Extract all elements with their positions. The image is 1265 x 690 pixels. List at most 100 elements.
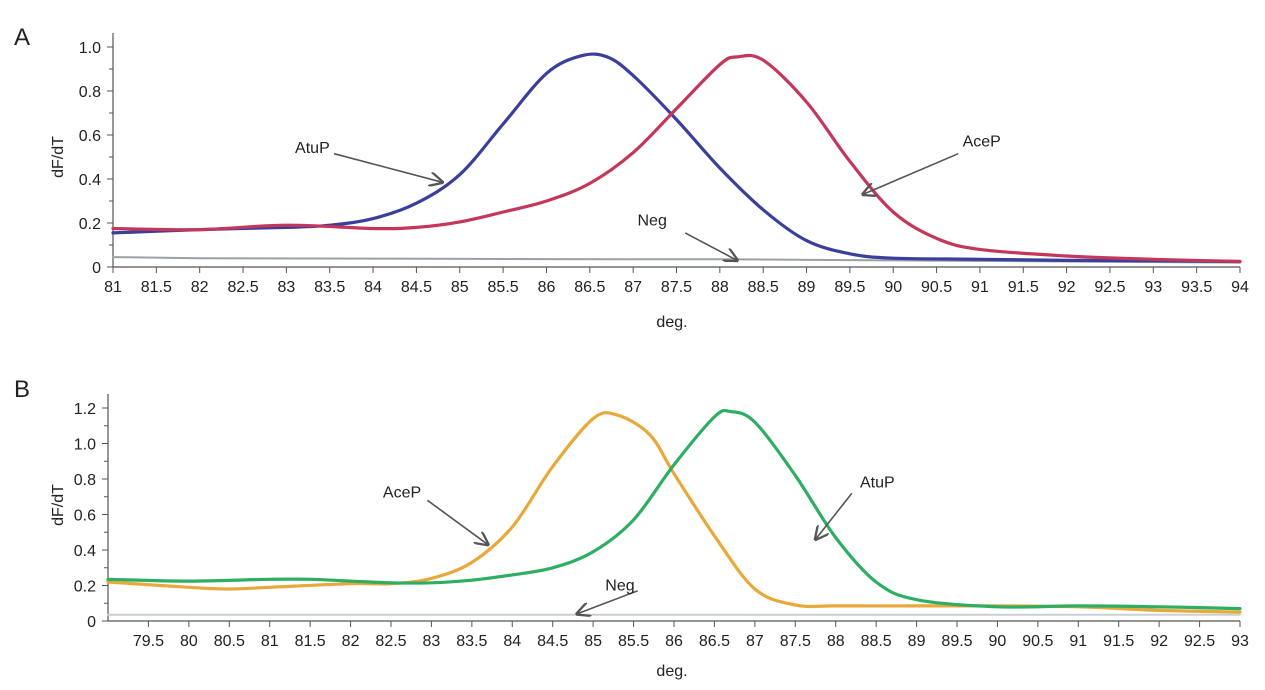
- x-tick-label: 83: [277, 279, 295, 296]
- annotation-label-neg-a: Neg: [637, 213, 666, 230]
- x-tick-label: 93: [1231, 633, 1249, 650]
- x-tick-label: 89: [798, 279, 816, 296]
- x-tick-label: 86: [665, 633, 683, 650]
- x-tick-label: 90: [884, 279, 902, 296]
- x-tick-label: 82.5: [227, 279, 258, 296]
- x-tick-label: 90.5: [921, 279, 952, 296]
- series-line-atup-b: [106, 408, 1242, 611]
- x-tick-label: 81.5: [295, 633, 326, 650]
- x-tick-label: 90: [989, 633, 1007, 650]
- x-tick-label: 84: [503, 633, 521, 650]
- annotation-arrow-acep-a: [863, 152, 959, 195]
- x-tick-label: 86.5: [574, 279, 605, 296]
- series-group-b: [106, 408, 1242, 616]
- x-tick-label: 89: [908, 633, 926, 650]
- x-tick-label: 84.5: [401, 279, 432, 296]
- panel-label-a: A: [14, 24, 30, 51]
- y-tick-label: 0.8: [74, 472, 96, 489]
- x-ticks-b: 79.5 80 80.5 81 81.5 82 82.5 83 83.5 84 84.5 85 85.5…: [133, 621, 1249, 650]
- y-tick-label: 1.0: [79, 40, 101, 57]
- y-tick-label: 0: [87, 614, 96, 631]
- x-tick-label: 93.5: [1181, 279, 1212, 296]
- x-tick-label: 85.5: [618, 633, 649, 650]
- y-tick-label: 0.2: [74, 579, 96, 596]
- annotations-b: AceP AtuP Neg: [383, 475, 895, 614]
- panel-label-b: B: [14, 376, 30, 403]
- x-tick-label: 83: [423, 633, 441, 650]
- x-tick-label: 90.5: [1022, 633, 1053, 650]
- x-tick-label: 88: [711, 279, 729, 296]
- x-tick-label: 89.5: [834, 279, 865, 296]
- x-tick-label: 84: [364, 279, 382, 296]
- panel-b: B dF/dT deg. 79.5 80 80.5 81 81.5 82 82.5 83 83.…: [14, 376, 1249, 680]
- x-tick-label: 82: [191, 279, 209, 296]
- y-ticks-b: 0 0.2 0.4 0.6 0.8 1.0 1.2: [74, 401, 108, 631]
- x-tick-label: 92: [1058, 279, 1076, 296]
- y-tick-label: 0.4: [74, 543, 96, 560]
- annotation-arrow-acep-b: [426, 499, 488, 544]
- series-line-acep-b: [106, 411, 1242, 614]
- annotation-label-acep-b: AceP: [383, 484, 421, 501]
- x-tick-label: 88.5: [861, 633, 892, 650]
- y-tick-label: 1.0: [74, 437, 96, 454]
- x-axis-title-b: deg.: [656, 663, 687, 680]
- y-tick-label: 0: [92, 260, 101, 277]
- x-tick-label: 80.5: [214, 633, 245, 650]
- x-tick-label: 89.5: [941, 633, 972, 650]
- series-group-a: [111, 52, 1242, 264]
- y-tick-label: 0.2: [79, 216, 101, 233]
- series-line-atup-a: [111, 52, 1242, 264]
- x-tick-label: 80: [180, 633, 198, 650]
- annotation-label-atup-b: AtuP: [860, 475, 895, 492]
- x-tick-label: 92: [1150, 633, 1168, 650]
- x-tick-label: 87: [624, 279, 642, 296]
- x-tick-label: 87.5: [780, 633, 811, 650]
- x-tick-label: 85.5: [488, 279, 519, 296]
- x-axis-title-a: deg.: [656, 314, 687, 331]
- y-axis-title-a: dF/dT: [50, 136, 67, 178]
- x-tick-label: 93: [1144, 279, 1162, 296]
- annotation-label-acep-a: AceP: [963, 134, 1001, 151]
- x-tick-label: 88.5: [748, 279, 779, 296]
- x-tick-label: 79.5: [133, 633, 164, 650]
- annotation-arrow-atup-b: [816, 492, 853, 539]
- x-tick-label: 82.5: [375, 633, 406, 650]
- y-tick-label: 1.2: [74, 401, 96, 418]
- x-tick-label: 86.5: [699, 633, 730, 650]
- x-tick-label: 86: [538, 279, 556, 296]
- x-ticks-a: 81 81.5 82 82.5 83 83.5 84 84.5 85 85.5 86 86.5 87 87…: [104, 267, 1249, 296]
- x-tick-label: 91.5: [1103, 633, 1134, 650]
- y-tick-label: 0.6: [74, 508, 96, 525]
- annotations-a: AtuP AceP Neg: [295, 134, 1001, 261]
- x-tick-label: 85: [451, 279, 469, 296]
- x-tick-label: 82: [342, 633, 360, 650]
- y-axis-title-b: dF/dT: [50, 484, 67, 526]
- annotation-arrow-neg-a: [684, 232, 737, 261]
- x-tick-label: 91: [971, 279, 989, 296]
- x-tick-label: 81: [261, 633, 279, 650]
- annotation-label-atup-a: AtuP: [295, 140, 330, 157]
- x-tick-label: 92.5: [1094, 279, 1125, 296]
- x-tick-label: 85: [584, 633, 602, 650]
- y-ticks-a: 0 0.2 0.4 0.6 0.8 1.0: [79, 40, 113, 277]
- annotation-arrow-neg-b: [577, 590, 638, 614]
- x-tick-label: 81: [104, 279, 122, 296]
- x-tick-label: 92.5: [1184, 633, 1215, 650]
- x-tick-label: 94: [1231, 279, 1249, 296]
- y-tick-label: 0.8: [79, 84, 101, 101]
- x-tick-label: 87.5: [661, 279, 692, 296]
- y-tick-label: 0.4: [79, 172, 101, 189]
- y-tick-label: 0.6: [79, 128, 101, 145]
- x-tick-label: 83.5: [456, 633, 487, 650]
- series-line-acep-a: [111, 53, 1242, 264]
- x-tick-label: 88: [827, 633, 845, 650]
- x-tick-label: 91: [1069, 633, 1087, 650]
- x-tick-label: 84.5: [537, 633, 568, 650]
- x-tick-label: 91.5: [1008, 279, 1039, 296]
- annotation-arrow-atup-a: [333, 152, 442, 183]
- annotation-label-neg-b: Neg: [605, 578, 634, 595]
- x-tick-label: 83.5: [314, 279, 345, 296]
- panel-a: A dF/dT deg. 81 81.5 82 82.5 83 83.5 84 84.5 85 8…: [14, 24, 1249, 331]
- x-tick-label: 81.5: [141, 279, 172, 296]
